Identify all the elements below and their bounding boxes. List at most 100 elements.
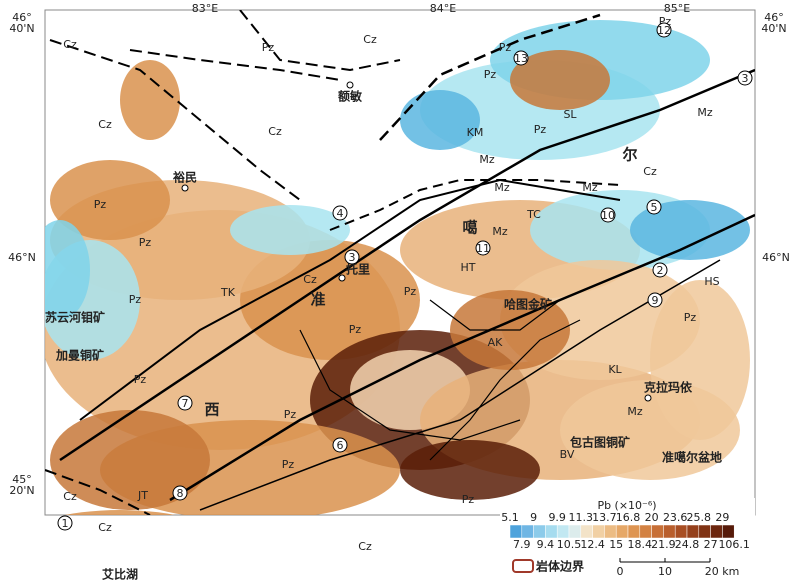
unit-label: Mz	[582, 181, 597, 194]
unit-label: AK	[488, 336, 504, 349]
place-label: 艾比湖	[102, 567, 138, 582]
legend-value: 9.9	[548, 511, 566, 524]
place-label: 克拉玛依	[644, 380, 693, 395]
color-cell	[663, 524, 676, 539]
field-blob	[50, 160, 170, 240]
legend-boundary: 岩体边界	[535, 559, 584, 574]
lat-label: 20'N	[9, 484, 34, 497]
fault-number: 9	[652, 294, 659, 307]
fault-number-circle	[647, 292, 663, 308]
unit-label: Pz	[262, 41, 275, 54]
place-label: 托里	[346, 262, 370, 277]
unit-label: KL	[608, 363, 622, 376]
town	[181, 184, 189, 192]
fault-number-circle	[737, 70, 753, 86]
fault-number: 6	[337, 439, 344, 452]
legend-value: 20	[645, 511, 659, 524]
town	[346, 81, 354, 89]
fault-number-circle	[344, 249, 360, 265]
town	[644, 394, 652, 402]
color-cell	[651, 524, 664, 539]
unit-label: Cz	[63, 38, 77, 51]
place-label: 加曼铜矿	[55, 348, 104, 363]
fault-number: 10	[601, 209, 615, 222]
unit-label: Cz	[63, 490, 77, 503]
legend-value: 9	[530, 511, 537, 524]
color-cell	[521, 524, 534, 539]
color-cell	[580, 524, 593, 539]
legend-bg	[500, 498, 755, 580]
lat-label: 40'N	[9, 22, 34, 35]
legend: Pb (×10⁻⁶)5.1 9 9.9 11.3 13.7 16.8 20 23.6 25.8 2…	[500, 498, 755, 580]
place-label: 苏云河钼矿	[45, 310, 105, 325]
lat-label: 40'N	[761, 22, 786, 35]
place-label: 尔	[622, 146, 637, 164]
color-cell	[627, 524, 641, 539]
scale-bar	[619, 558, 711, 563]
faults	[45, 10, 755, 515]
fault-number: 5	[651, 201, 658, 214]
town	[338, 274, 346, 282]
legend-value: 106.1	[718, 538, 750, 551]
unit-label: Pz	[94, 198, 107, 211]
unit-label: Pz	[499, 41, 512, 54]
legend-value: 11.3	[569, 511, 594, 524]
unit-label: Pz	[684, 311, 697, 324]
color-cell	[615, 524, 629, 539]
color-cell	[686, 524, 700, 539]
legend-title: Pb (×10⁻⁶)	[597, 499, 656, 512]
legend-value: 15	[609, 538, 623, 551]
legend-value: 24.8	[675, 538, 700, 551]
unit-label: Mz	[494, 181, 509, 194]
fault-number-circle	[332, 437, 348, 453]
fault-number: 2	[657, 264, 664, 277]
place-label: 准噶尔盆地	[662, 450, 722, 465]
unit-label: Cz	[358, 540, 372, 553]
legend-value: 21.9	[651, 538, 676, 551]
lon-label: 84°E	[430, 2, 456, 15]
fault-number: 1	[62, 517, 69, 530]
fault-number-circle	[600, 207, 616, 223]
fault-number-circle	[177, 395, 193, 411]
boundary-swatch	[512, 559, 534, 573]
legend-value: 25.8	[687, 511, 712, 524]
unit-label: Cz	[643, 165, 657, 178]
fault-number-circle	[646, 199, 662, 215]
field-blob	[230, 205, 350, 255]
place-label: 西	[204, 401, 219, 419]
fault-number-circle	[57, 515, 73, 531]
unit-label: Pz	[134, 373, 147, 386]
field-blob	[64, 510, 176, 515]
legend-value: 23.6	[663, 511, 688, 524]
legend-value: 5.1	[501, 511, 519, 524]
lon-label: 83°E	[192, 2, 218, 15]
color-cell	[639, 524, 652, 539]
unit-label: BV	[560, 448, 575, 461]
unit-label: KM	[467, 126, 484, 139]
unit-label: Pz	[129, 293, 142, 306]
lat-label: 46°	[764, 11, 784, 24]
color-cell	[568, 524, 582, 539]
unit-label: Pz	[462, 493, 475, 506]
lat-label: 46°N	[8, 251, 36, 264]
legend-value: 27	[704, 538, 718, 551]
unit-label: Pz	[534, 123, 547, 136]
legend-value: 10.5	[557, 538, 582, 551]
legend-value: 12.4	[580, 538, 605, 551]
unit-label: Pz	[404, 285, 417, 298]
color-cell	[545, 524, 558, 539]
fault-number-circle	[172, 485, 188, 501]
unit-label: Mz	[492, 225, 507, 238]
unit-label: Cz	[98, 118, 112, 131]
place-label: 哈图金矿	[504, 297, 552, 312]
fault-number: 11	[476, 242, 490, 255]
unit-label: Cz	[98, 521, 112, 534]
field-blob	[120, 60, 180, 140]
color-cell	[509, 524, 523, 539]
unit-label: Mz	[627, 405, 642, 418]
unit-label: Pz	[139, 236, 152, 249]
place-label: 准	[310, 291, 325, 309]
fault-number-circle	[513, 50, 529, 66]
lat-label: 45°	[12, 473, 32, 486]
